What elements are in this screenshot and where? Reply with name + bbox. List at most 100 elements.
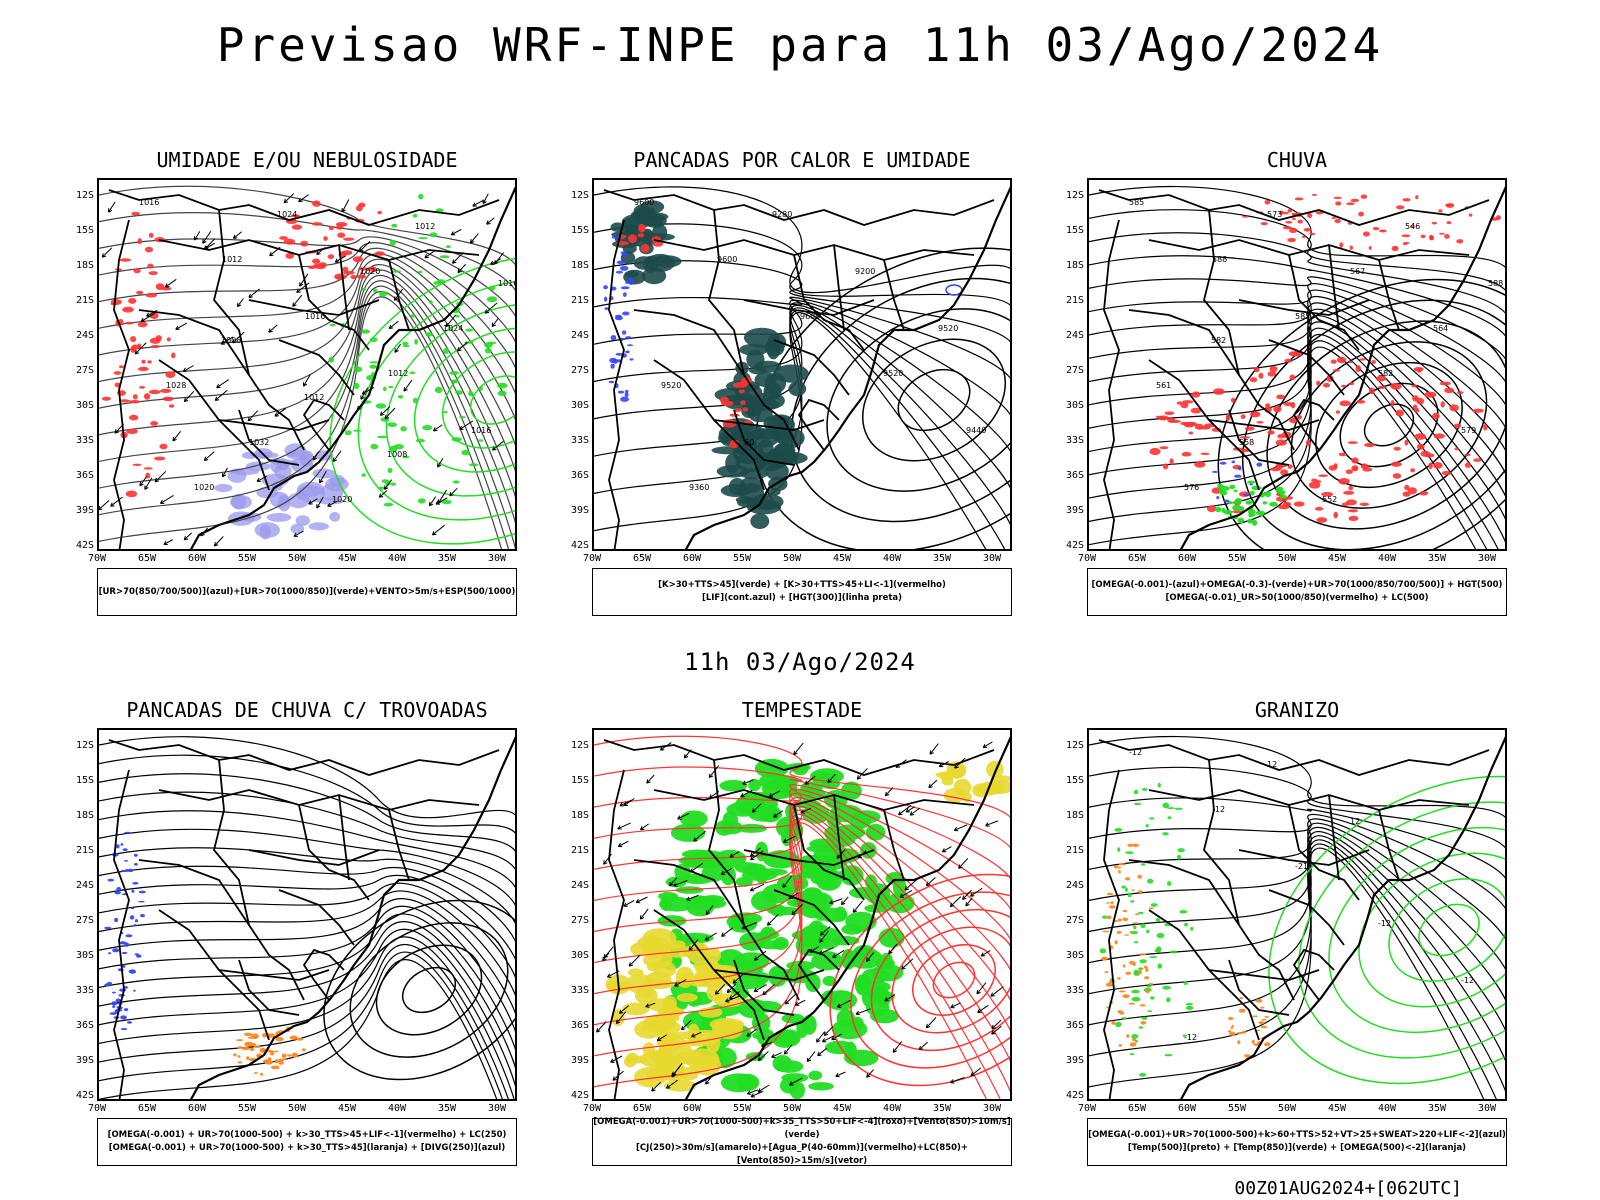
humidity-green-contour (400, 426, 407, 432)
omega-orange-area (1117, 977, 1121, 980)
rain-red-area (1390, 400, 1395, 407)
rain-red-area (1449, 404, 1459, 412)
rain-red-area (1412, 395, 1419, 402)
humidity-green-contour (425, 332, 433, 337)
latitude-label: 27S (1065, 365, 1084, 376)
wind-vector (618, 1005, 629, 1014)
forecast-map: 1016 1012 1016 1012 1016 1020 1024 1020 1024 1028… (97, 178, 517, 551)
thickness-red-contour (171, 352, 176, 359)
forecast-map (97, 728, 517, 1101)
temp-850-contour (1140, 923, 1146, 928)
wind-850-green-area (808, 1070, 823, 1081)
thickness-red-contour (290, 214, 300, 218)
omega-orange-area (1126, 1034, 1130, 1038)
rain-red-area (1393, 446, 1401, 451)
humidity-green-contour (412, 213, 418, 218)
streamline (99, 828, 515, 907)
wind-vector (892, 1041, 903, 1053)
thickness-red-contour (148, 271, 158, 276)
wind-vector (836, 999, 851, 1008)
thickness-red-contour (145, 292, 158, 298)
rain-green-area (1248, 509, 1256, 515)
latitude-label: 12S (1065, 190, 1084, 201)
wind-vector (791, 904, 803, 916)
rain-green-area (1269, 501, 1278, 507)
longitude-label: 65W (137, 1103, 157, 1114)
wind-850-green-area (841, 948, 856, 970)
wind-vector (248, 288, 260, 299)
jet-250-yellow-area (634, 1066, 667, 1088)
thickness-red-contour (143, 393, 151, 400)
temp-850-contour (1139, 1072, 1147, 1077)
rain-red-area (1249, 377, 1258, 383)
longitude-label: 55W (732, 1103, 752, 1114)
thunderstorm-orange-area (235, 1039, 244, 1042)
instability-red-area (733, 408, 742, 412)
latitude-label: 24S (75, 880, 94, 891)
humidity-green-contour (375, 403, 387, 409)
divergence-blue-area (133, 924, 137, 927)
humidity-green-contour (369, 364, 378, 369)
rain-red-area (1333, 196, 1343, 199)
wind-vector (899, 889, 913, 898)
instability-red-area (628, 234, 638, 244)
thickness-red-contour (154, 456, 166, 461)
temp-850-contour (1418, 903, 1480, 957)
jet-250-yellow-area (714, 1020, 744, 1040)
wind-vector (691, 1031, 702, 1038)
latitude-label: 36S (1065, 470, 1084, 481)
temp-850-contour (1185, 1005, 1194, 1011)
thickness-red-contour (137, 366, 149, 372)
wind-vector (457, 341, 468, 352)
temp-850-contour (1162, 985, 1171, 990)
divergence-blue-area (131, 889, 135, 893)
rain-green-area (1258, 513, 1264, 517)
wind-vector (962, 889, 972, 900)
legend-box: [OMEGA(-0.001)-(azul)+OMEGA(-0.3)-(verde… (1087, 568, 1507, 616)
legend-box: [OMEGA(-0.001)+UR>70(1000-500)+k>60+TTS>… (1087, 1118, 1507, 1166)
wind-vector (732, 974, 743, 984)
wind-vector (750, 850, 764, 861)
divergence-blue-area (123, 860, 129, 862)
rain-red-area (1429, 234, 1434, 240)
wind-vector (378, 490, 388, 498)
omega-orange-area (1148, 982, 1154, 986)
thunderstorm-orange-area (274, 1059, 279, 1064)
streamline (349, 922, 509, 1058)
rain-red-area (1402, 198, 1411, 202)
temp-850-contour (1121, 1017, 1127, 1020)
thickness-red-contour (341, 250, 353, 256)
longitude-label: 60W (682, 1103, 702, 1114)
streamline (99, 928, 515, 1087)
thickness-red-contour (311, 222, 323, 226)
temp-850-contour (1146, 985, 1152, 988)
geopotential-300-contour (594, 312, 987, 549)
wind-vector (823, 1026, 834, 1036)
thickness-red-contour (315, 264, 326, 270)
longitude-label: 70W (1077, 1103, 1097, 1114)
wind-850-green-area (805, 973, 821, 993)
rain-red-area (1424, 391, 1437, 398)
divergence-blue-area (109, 1012, 117, 1015)
wind-vector (183, 390, 195, 403)
longitude-label: 30W (1477, 1103, 1497, 1114)
thickness-red-contour (131, 344, 140, 350)
rain-red-area (1289, 227, 1298, 233)
wind-vector (668, 877, 678, 887)
rain-red-area (1275, 439, 1287, 446)
omega-orange-area (1132, 843, 1140, 847)
temp-850-contour (1169, 950, 1177, 954)
rain-blue-area (1243, 493, 1250, 497)
temp-850-contour (1150, 903, 1158, 907)
omega-orange-area (1239, 996, 1243, 1000)
wind-vector (213, 536, 224, 547)
contour-label: 9600 (800, 312, 820, 321)
precipitable-water-contour (932, 961, 976, 999)
wind-vector (144, 477, 153, 490)
longitude-label: 50W (287, 1103, 307, 1114)
rain-red-area (1335, 410, 1340, 414)
divergence-blue-area (111, 1001, 117, 1006)
longitude-label: 65W (632, 1103, 652, 1114)
rain-red-area (1428, 462, 1433, 469)
humidity-green-contour (418, 193, 424, 200)
